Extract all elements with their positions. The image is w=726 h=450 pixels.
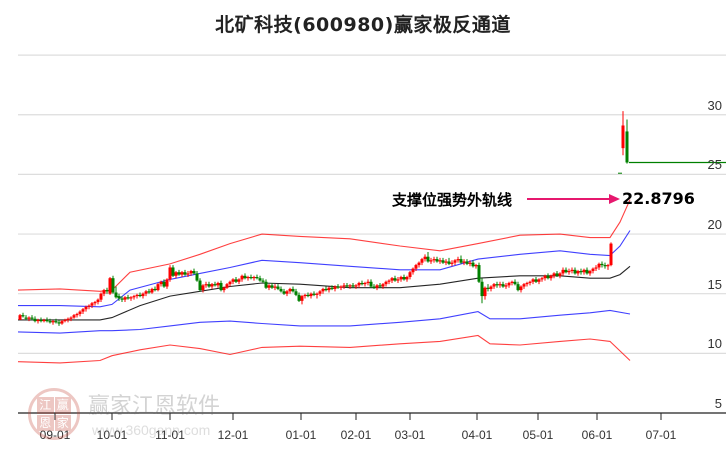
grid-lines [18, 54, 726, 354]
x-tick-label: 06-01 [581, 428, 613, 442]
channel-bands [17, 199, 631, 364]
band-inner_lower [17, 309, 631, 334]
watermark-logo-icon [28, 388, 80, 440]
band-inner_upper [18, 230, 631, 308]
logo-char: 恩 [37, 414, 54, 431]
band-outer_upper [17, 199, 631, 292]
x-axis [18, 412, 726, 420]
band-outer_lower [17, 334, 631, 364]
annotation-arrow [527, 194, 620, 204]
x-tick-label: 04-01 [461, 428, 493, 442]
x-tick-label: 01-01 [285, 428, 317, 442]
x-tick-label: 02-01 [340, 428, 372, 442]
annotation-label: 支撑位强势外轨线 [392, 191, 513, 209]
x-tick-label: 11-01 [155, 428, 185, 442]
annotation-value: 22.8796 [622, 189, 695, 208]
x-tick-label: 12-01 [217, 428, 249, 442]
y-tick-label: 10 [707, 336, 722, 352]
x-tick-label: 10-01 [96, 428, 128, 442]
y-tick-label: 5 [714, 396, 722, 411]
band-middle [18, 265, 631, 321]
x-tick-label: 03-01 [394, 428, 426, 442]
watermark-name: 赢家江恩软件 [88, 394, 221, 419]
candlesticks [18, 111, 726, 326]
chart-title: 北矿科技(600980)赢家极反通道 [215, 14, 511, 36]
x-tick-label: 05-01 [522, 428, 554, 442]
x-tick-label: 07-01 [645, 428, 677, 442]
logo-char: 赢 [54, 397, 71, 414]
logo-char: 江 [37, 397, 54, 414]
y-tick-label: 20 [707, 217, 722, 233]
watermark-url: www.360gann.com [92, 422, 211, 438]
y-tick-label: 15 [707, 276, 722, 292]
y-tick-label: 30 [707, 97, 722, 113]
watermark-logo-grid: 江 赢 恩 家 [37, 397, 71, 431]
y-tick-label: 25 [707, 157, 722, 173]
logo-char: 家 [54, 414, 71, 431]
